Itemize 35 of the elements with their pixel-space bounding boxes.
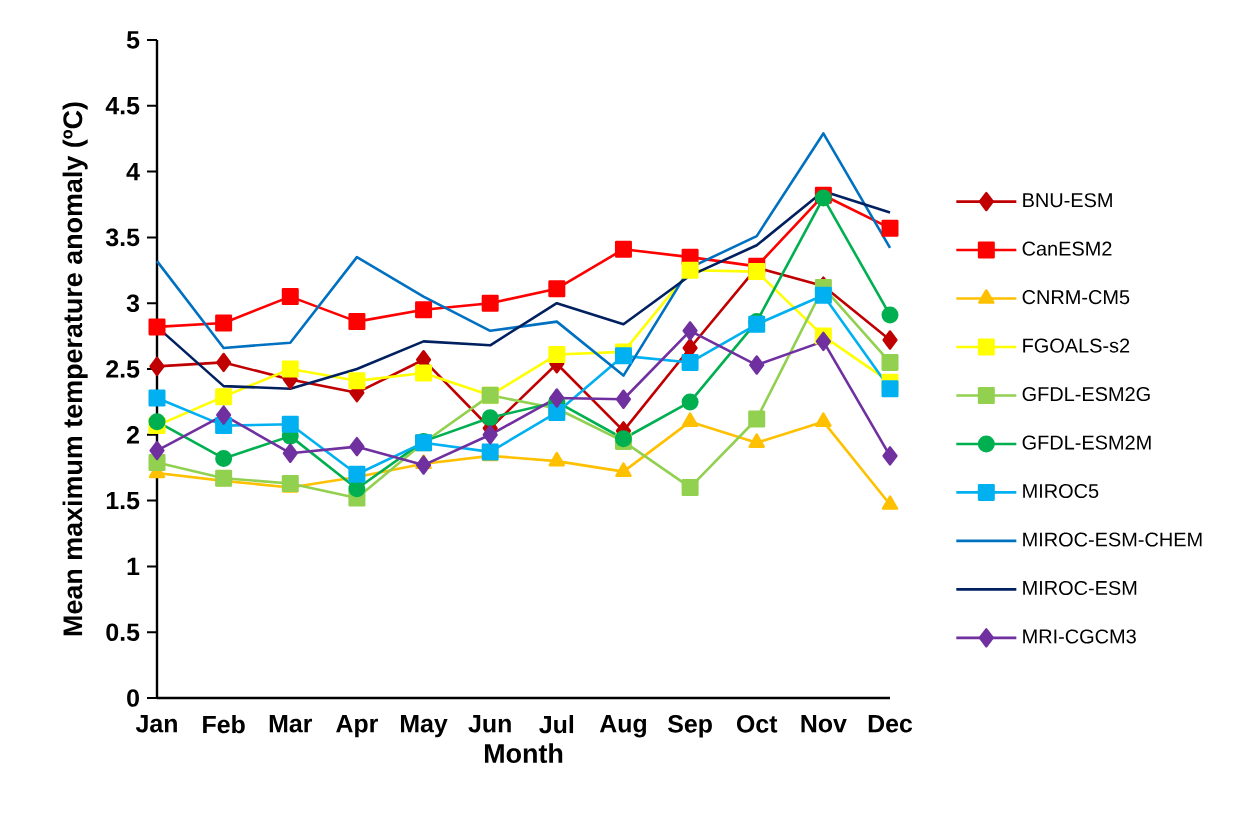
x-tick-label: Jan bbox=[135, 715, 177, 733]
legend-label: MIROC5 bbox=[1023, 483, 1099, 499]
x-tick-label: Aug bbox=[599, 715, 647, 738]
legend-label: CNRM-CM5 bbox=[1022, 290, 1130, 305]
legend-label: FGOALS-s2 bbox=[1023, 338, 1130, 353]
legend-label: GFDL-ESM2M bbox=[1022, 435, 1151, 450]
legend-label: BNU-ESM bbox=[1023, 193, 1112, 208]
x-tick-label: Jul bbox=[539, 715, 574, 734]
x-tick-label: Jun bbox=[468, 715, 511, 733]
y-tick-label: 1 bbox=[127, 557, 140, 575]
y-tick-label: 3 bbox=[126, 294, 140, 313]
x-tick-label: Sep bbox=[667, 715, 712, 738]
y-tick-label: 4.5 bbox=[105, 97, 140, 115]
legend-label: MIROC-ESM bbox=[1023, 580, 1137, 595]
x-tick-label: Nov bbox=[801, 715, 847, 733]
x-tick-label: Oct bbox=[737, 715, 778, 733]
x-tick-label: Dec bbox=[868, 715, 913, 733]
y-tick-label: 2.5 bbox=[106, 360, 140, 378]
legend-label: GFDL-ESM2G bbox=[1022, 387, 1150, 402]
legend-label: CanESM2 bbox=[1022, 241, 1112, 256]
legend-label: MIROC-ESM-CHEM bbox=[1023, 532, 1202, 547]
x-tick-label: May bbox=[400, 715, 448, 738]
y-tick-label: 0 bbox=[127, 689, 139, 707]
x-axis-title: Month bbox=[484, 743, 563, 764]
y-tick-label: 5 bbox=[126, 31, 140, 49]
y-axis-title: Mean maximum temperature anomaly (ºC) bbox=[62, 102, 88, 636]
x-tick-label: Apr bbox=[336, 715, 378, 738]
y-tick-label: 1.5 bbox=[106, 491, 140, 510]
x-tick-label: Mar bbox=[269, 715, 313, 733]
x-tick-label: Feb bbox=[203, 715, 245, 734]
legend-label: MRI-CGCM3 bbox=[1023, 629, 1136, 644]
y-tick-label: 2 bbox=[126, 426, 139, 444]
y-tick-label: 4 bbox=[126, 163, 140, 181]
y-tick-label: 0.5 bbox=[106, 623, 140, 642]
y-tick-label: 3.5 bbox=[105, 228, 140, 247]
